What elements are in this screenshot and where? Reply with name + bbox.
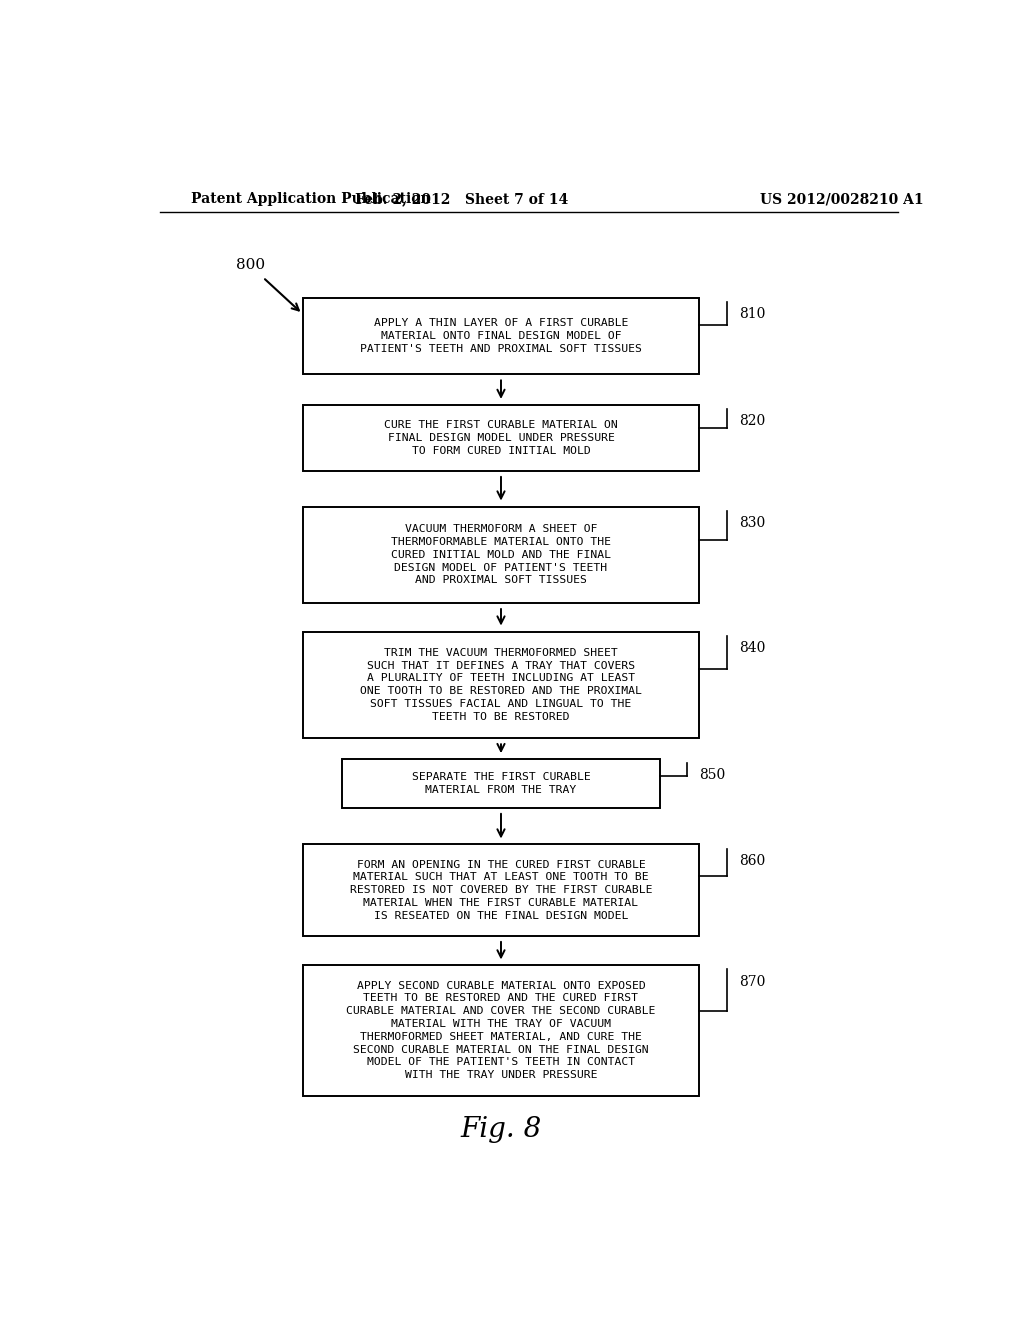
FancyArrowPatch shape [498, 813, 505, 837]
FancyArrowPatch shape [498, 744, 505, 751]
Text: SEPARATE THE FIRST CURABLE
MATERIAL FROM THE TRAY: SEPARATE THE FIRST CURABLE MATERIAL FROM… [412, 772, 591, 795]
Bar [303, 507, 699, 603]
Text: VACUUM THERMOFORM A SHEET OF
THERMOFORMABLE MATERIAL ONTO THE
CURED INITIAL MOLD: VACUUM THERMOFORM A SHEET OF THERMOFORMA… [391, 524, 611, 585]
Bar [303, 298, 699, 375]
Bar [303, 845, 699, 936]
Text: 800: 800 [237, 259, 265, 272]
FancyArrowPatch shape [265, 280, 299, 310]
Text: 840: 840 [739, 640, 766, 655]
Text: 860: 860 [739, 854, 765, 867]
FancyArrowPatch shape [498, 609, 505, 623]
Text: CURE THE FIRST CURABLE MATERIAL ON
FINAL DESIGN MODEL UNDER PRESSURE
TO FORM CUR: CURE THE FIRST CURABLE MATERIAL ON FINAL… [384, 420, 617, 455]
Text: APPLY A THIN LAYER OF A FIRST CURABLE
MATERIAL ONTO FINAL DESIGN MODEL OF
PATIEN: APPLY A THIN LAYER OF A FIRST CURABLE MA… [360, 318, 642, 354]
Text: 810: 810 [739, 308, 766, 321]
Text: 820: 820 [739, 414, 765, 428]
Text: 830: 830 [739, 516, 765, 529]
FancyArrowPatch shape [498, 941, 505, 957]
Text: TRIM THE VACUUM THERMOFORMED SHEET
SUCH THAT IT DEFINES A TRAY THAT COVERS
A PLU: TRIM THE VACUUM THERMOFORMED SHEET SUCH … [360, 648, 642, 722]
Bar [303, 405, 699, 471]
Text: FORM AN OPENING IN THE CURED FIRST CURABLE
MATERIAL SUCH THAT AT LEAST ONE TOOTH: FORM AN OPENING IN THE CURED FIRST CURAB… [350, 859, 652, 921]
Text: 870: 870 [739, 974, 766, 989]
Text: APPLY SECOND CURABLE MATERIAL ONTO EXPOSED
TEETH TO BE RESTORED AND THE CURED FI: APPLY SECOND CURABLE MATERIAL ONTO EXPOS… [346, 981, 655, 1080]
FancyArrowPatch shape [498, 477, 505, 499]
Text: US 2012/0028210 A1: US 2012/0028210 A1 [761, 191, 924, 206]
Bar [303, 965, 699, 1096]
Text: Patent Application Publication: Patent Application Publication [191, 191, 431, 206]
Bar [303, 631, 699, 738]
Text: Fig. 8: Fig. 8 [461, 1115, 542, 1143]
Text: 850: 850 [699, 768, 726, 783]
Text: Feb. 2, 2012   Sheet 7 of 14: Feb. 2, 2012 Sheet 7 of 14 [354, 191, 568, 206]
Bar [342, 759, 659, 808]
FancyArrowPatch shape [498, 380, 505, 397]
